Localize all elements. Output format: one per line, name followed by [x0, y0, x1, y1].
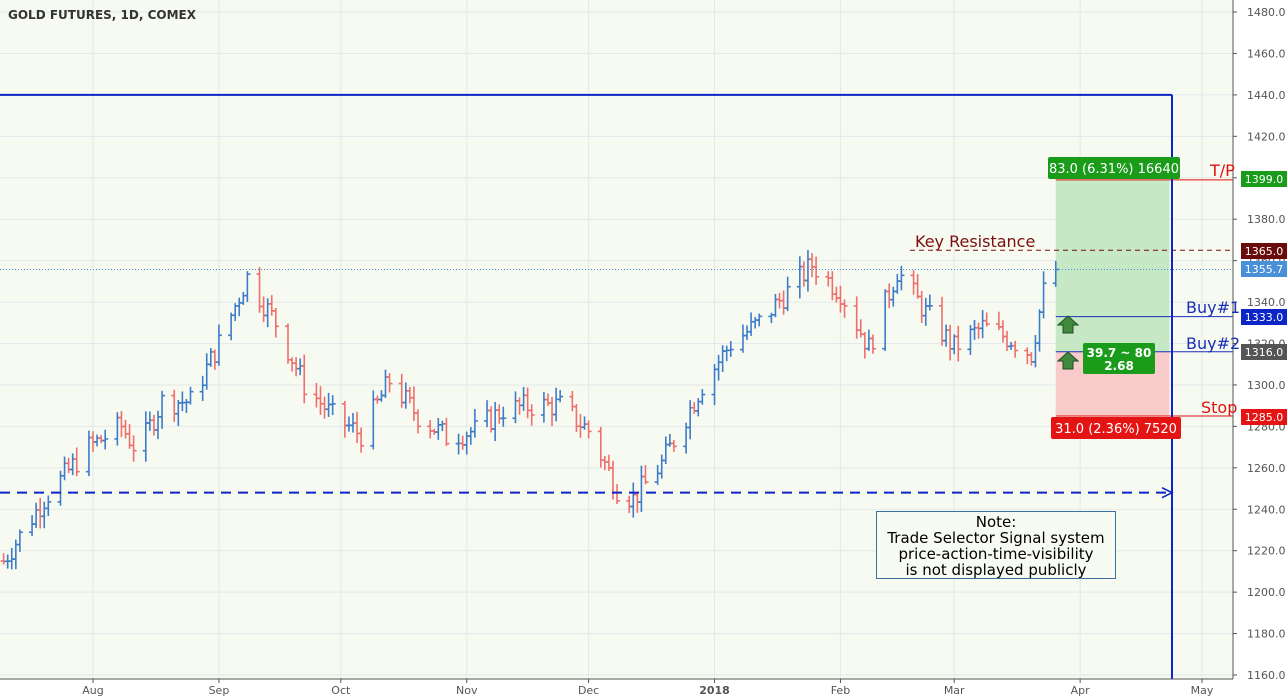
target-badge-text: 83.0 (6.31%) 16640 [1049, 162, 1179, 177]
y-tick-label: 1440.0 [1247, 89, 1286, 102]
buy1-label: Buy#1 [1186, 298, 1240, 317]
target-badge: 83.0 (6.31%) 16640 [1048, 157, 1180, 179]
x-tick-label: Sep [209, 684, 230, 697]
ohlc-bar [784, 276, 791, 312]
ohlc-bar [358, 427, 365, 453]
note-line-4: is not displayed publicly [905, 561, 1087, 579]
ohlc-bar [1012, 340, 1019, 358]
ohlc-bar [699, 389, 706, 405]
ohlc-bar [73, 447, 80, 477]
y-tick-label: 1260.0 [1247, 462, 1286, 475]
ohlc-bar [329, 395, 336, 416]
ohlc-bar [414, 409, 421, 434]
y-axis: 1160.01180.01200.01220.01240.01260.01280… [1232, 0, 1286, 682]
price-tag-current: 1355.7 [1241, 261, 1287, 277]
stop-badge-text: 31.0 (2.36%) 7520 [1055, 422, 1177, 437]
stop-label: Stop [1201, 398, 1237, 417]
ohlc-bar [187, 386, 194, 405]
level-lines [0, 93, 1233, 679]
ohlc-bar [756, 313, 763, 327]
price-tag-tp: 1399.0 [1241, 171, 1287, 187]
x-tick-label: Mar [944, 684, 965, 697]
ohlc-bar [898, 265, 905, 291]
price-tag-buy2-text: 1316.0 [1245, 346, 1284, 359]
ohlc-bar [670, 440, 677, 452]
x-tick-label: 2018 [699, 684, 730, 697]
note-line-3: price-action-time-visibility [898, 545, 1094, 563]
price-tag-resistance-text: 1365.0 [1245, 245, 1284, 258]
ohlc-bar [102, 429, 109, 450]
chart-title: GOLD FUTURES, 1D, COMEX [8, 8, 197, 22]
ratio-badge-line1: 39.7 ~ 80 [1087, 346, 1152, 360]
buy1-arrow-icon [1056, 315, 1080, 334]
ohlc-bar [16, 529, 23, 552]
ohlc-bar [500, 406, 507, 427]
ohlc-bar [130, 435, 137, 462]
ohlc-bar [955, 325, 962, 362]
price-tag-buy1-text: 1333.0 [1245, 311, 1284, 324]
tp-label: T/P [1209, 161, 1235, 180]
ohlc-bar [585, 420, 592, 439]
price-tag-resistance: 1365.0 [1241, 243, 1287, 259]
ohlc-bar [642, 464, 649, 485]
ohlc-bar [301, 354, 308, 404]
price-tag-current-text: 1355.7 [1245, 263, 1284, 276]
y-tick-label: 1420.0 [1247, 130, 1286, 143]
ohlc-bar [215, 324, 222, 366]
x-tick-label: Dec [578, 684, 599, 697]
ohlc-bar [159, 390, 166, 429]
stop-badge: 31.0 (2.36%) 7520 [1051, 417, 1181, 439]
ohlc-bar [727, 341, 734, 357]
key-resistance-label: Key Resistance [915, 232, 1035, 251]
ratio-badge: 39.7 ~ 80 2.68 [1083, 343, 1155, 374]
price-tag-buy2: 1316.0 [1241, 344, 1287, 360]
ohlc-bar [983, 312, 990, 327]
position-zones [1055, 179, 1170, 417]
buy2-arrow-icon [1056, 351, 1080, 370]
ohlc-bar [272, 308, 279, 338]
ohlc-bar [841, 299, 848, 318]
x-tick-label: May [1191, 684, 1214, 697]
price-tag-tp-text: 1399.0 [1245, 173, 1284, 186]
note-line-1: Note: [975, 513, 1017, 531]
y-tick-label: 1180.0 [1247, 628, 1286, 641]
note-line-2: Trade Selector Signal system [887, 529, 1105, 547]
y-tick-label: 1460.0 [1247, 47, 1286, 60]
note-box: Note: Trade Selector Signal system price… [876, 511, 1116, 579]
y-tick-label: 1240.0 [1247, 503, 1286, 516]
ohlc-bar [1040, 271, 1047, 319]
ohlc-bar [557, 389, 564, 403]
support-arrow-icon [1161, 486, 1174, 499]
y-tick-label: 1340.0 [1247, 296, 1286, 309]
ohlc-bar [813, 256, 820, 285]
x-tick-label: Aug [82, 684, 103, 697]
y-tick-label: 1200.0 [1247, 586, 1286, 599]
ohlc-bar [528, 404, 535, 426]
y-tick-label: 1220.0 [1247, 545, 1286, 558]
ohlc-bar [926, 294, 933, 311]
price-tag-buy1: 1333.0 [1241, 309, 1287, 325]
y-tick-label: 1300.0 [1247, 379, 1286, 392]
annotations: GOLD FUTURES, 1D, COMEX T/P Key Resistan… [8, 8, 1287, 439]
x-tick-label: Apr [1071, 684, 1091, 697]
price-tag-stop-text: 1285.0 [1245, 411, 1284, 424]
ratio-badge-line2: 2.68 [1104, 359, 1134, 373]
ohlc-bar [386, 373, 393, 393]
ohlc-bar [443, 417, 450, 447]
x-tick-label: Feb [831, 684, 850, 697]
x-tick-label: Nov [456, 684, 478, 697]
y-tick-label: 1160.0 [1247, 669, 1286, 682]
ohlc-bar [45, 495, 52, 517]
x-tick-label: Oct [331, 684, 351, 697]
x-axis: Aug Sep Oct Nov Dec 2018 Feb Mar Apr May [0, 678, 1233, 697]
buy2-label: Buy#2 [1186, 334, 1240, 353]
y-tick-label: 1380.0 [1247, 213, 1286, 226]
y-tick-label: 1480.0 [1247, 6, 1286, 19]
ohlc-bar [244, 271, 251, 302]
price-bars [0, 249, 1059, 570]
ohlc-bar [471, 409, 478, 438]
price-tag-stop: 1285.0 [1241, 409, 1287, 425]
ohlc-bar [869, 334, 876, 354]
